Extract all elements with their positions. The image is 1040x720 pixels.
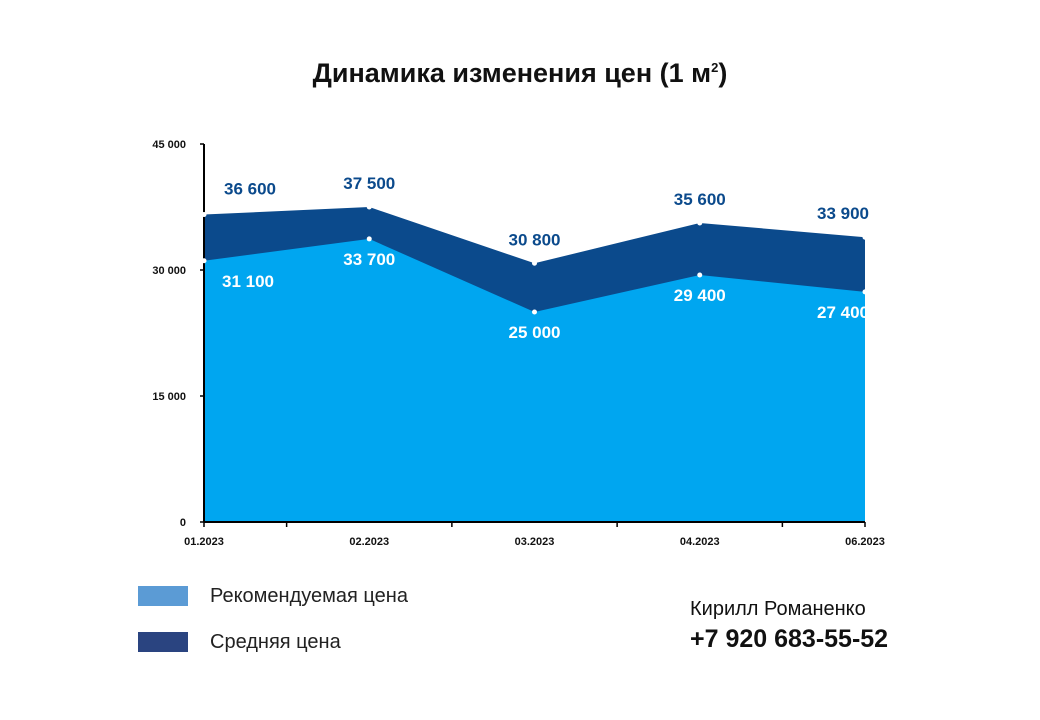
point-recommended: [201, 258, 207, 264]
x-tick-label: 06.2023: [845, 536, 885, 548]
data-label-average: 36 600: [224, 180, 276, 199]
x-tick-label: 01.2023: [184, 536, 224, 548]
point-average: [532, 260, 537, 266]
point-average: [697, 220, 703, 226]
y-tick-label: 15 000: [152, 391, 186, 403]
data-label-recommended: 27 400: [817, 303, 869, 322]
contact-name: Кирилл Романенко: [690, 598, 866, 620]
legend-item-average: Средняя цена: [138, 630, 341, 654]
legend-item-recommended: Рекомендуемая цена: [138, 584, 408, 608]
contact-block: Кирилл Романенко +7 920 683-55-52: [690, 598, 888, 654]
chart-title: Динамика изменения цен (1 м2): [312, 58, 728, 88]
point-recommended: [532, 309, 537, 315]
data-label-average: 33 900: [817, 204, 869, 223]
data-label-average: 30 800: [509, 230, 561, 249]
data-label-recommended: 33 700: [343, 250, 395, 269]
legend-label-average: Средняя цена: [210, 630, 341, 653]
data-label-recommended: 31 100: [222, 272, 274, 291]
data-label-recommended: 29 400: [674, 286, 726, 305]
data-label-average: 35 600: [674, 190, 726, 209]
legend-swatch-recommended: [138, 586, 188, 606]
y-tick-label: 0: [180, 517, 186, 529]
y-tick-label: 30 000: [152, 265, 186, 277]
point-recommended: [862, 289, 868, 295]
point-recommended: [366, 236, 372, 242]
x-tick-label: 03.2023: [515, 536, 555, 548]
data-label-recommended: 25 000: [509, 323, 561, 342]
point-recommended: [697, 272, 703, 278]
point-average: [366, 204, 372, 210]
contact-phone: +7 920 683-55-52: [690, 625, 889, 653]
x-tick-label: 02.2023: [349, 536, 389, 548]
data-label-average: 37 500: [343, 174, 395, 193]
y-tick-label: 45 000: [152, 139, 186, 151]
legend-label-recommended: Рекомендуемая цена: [210, 584, 408, 607]
legend-swatch-average: [138, 632, 188, 652]
x-tick-label: 04.2023: [680, 536, 720, 548]
point-average: [201, 212, 207, 218]
point-average: [862, 234, 868, 240]
area-recommended-price: [204, 238, 865, 523]
